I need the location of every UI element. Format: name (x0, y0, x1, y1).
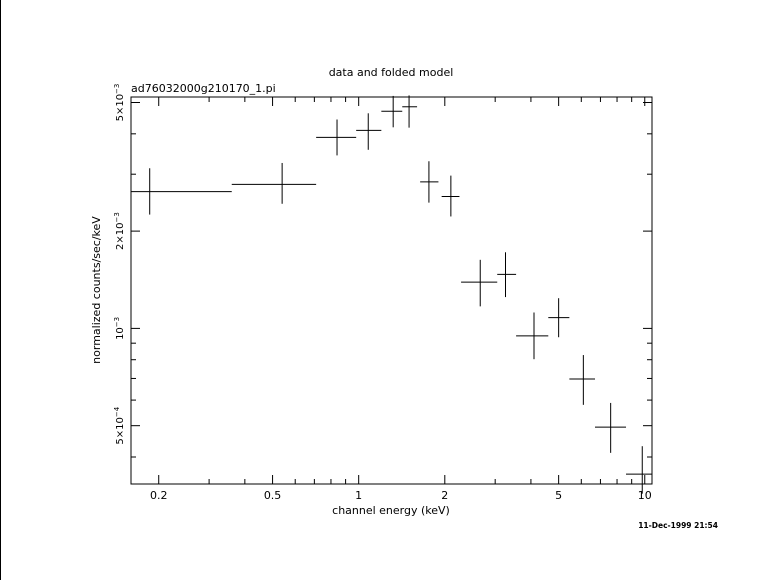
y-tick-exponent: −4 (113, 406, 121, 417)
y-tick-exponent: −3 (113, 84, 121, 94)
y-axis-label: normalized counts/sec/keV (90, 216, 103, 364)
y-tick-mantissa: 5×10 (115, 94, 126, 121)
data-point (461, 259, 498, 307)
y-tick-mantissa: 2×10 (115, 223, 126, 250)
data-point (441, 175, 460, 217)
data-point (131, 168, 232, 215)
y-tick-exponent: −3 (113, 212, 121, 222)
axis-tick-labels: 0.2 0.5 1 2 5 105×10−410−32×10−35×10−3 (113, 84, 652, 502)
data-point (548, 298, 570, 338)
y-tick-mantissa: 10 (115, 327, 126, 340)
data-point (356, 113, 382, 150)
chart-title: data and folded model (329, 66, 454, 79)
x-tick-label: 2 (441, 489, 448, 502)
data-point (402, 95, 418, 128)
data-point (231, 162, 317, 204)
x-tick-label: 1 (355, 489, 362, 502)
x-axis-label: channel energy (keV) (332, 504, 450, 517)
axis-ticks (131, 97, 652, 484)
data-points (131, 95, 652, 494)
y-tick-exponent: −3 (113, 317, 121, 327)
x-tick-label: 0.5 (264, 489, 282, 502)
data-point (516, 312, 549, 360)
x-tick-label: 0.2 (150, 489, 168, 502)
x-tick-label: 5 (555, 489, 562, 502)
window-left-border (0, 0, 1, 580)
data-point (316, 119, 357, 156)
data-point (595, 402, 627, 453)
x-tick-label: 10 (638, 489, 652, 502)
footer-timestamp: 11-Dec-1999 21:54 (638, 521, 718, 530)
plot-frame (130, 96, 653, 485)
data-point (569, 355, 596, 405)
data-point (381, 95, 403, 128)
data-point (626, 446, 652, 494)
y-tick-label: 5×10−4 (113, 406, 126, 444)
y-tick-label: 10−3 (113, 317, 126, 340)
data-point (420, 161, 439, 203)
y-tick-label: 2×10−3 (113, 212, 126, 250)
chart-subtitle: ad76032000g210170_1.pi (131, 82, 276, 95)
data-point (497, 252, 517, 298)
y-tick-mantissa: 5×10 (115, 417, 126, 444)
y-tick-label: 5×10−3 (113, 84, 126, 122)
